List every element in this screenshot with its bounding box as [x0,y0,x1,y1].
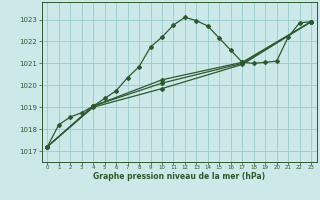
X-axis label: Graphe pression niveau de la mer (hPa): Graphe pression niveau de la mer (hPa) [93,172,265,181]
